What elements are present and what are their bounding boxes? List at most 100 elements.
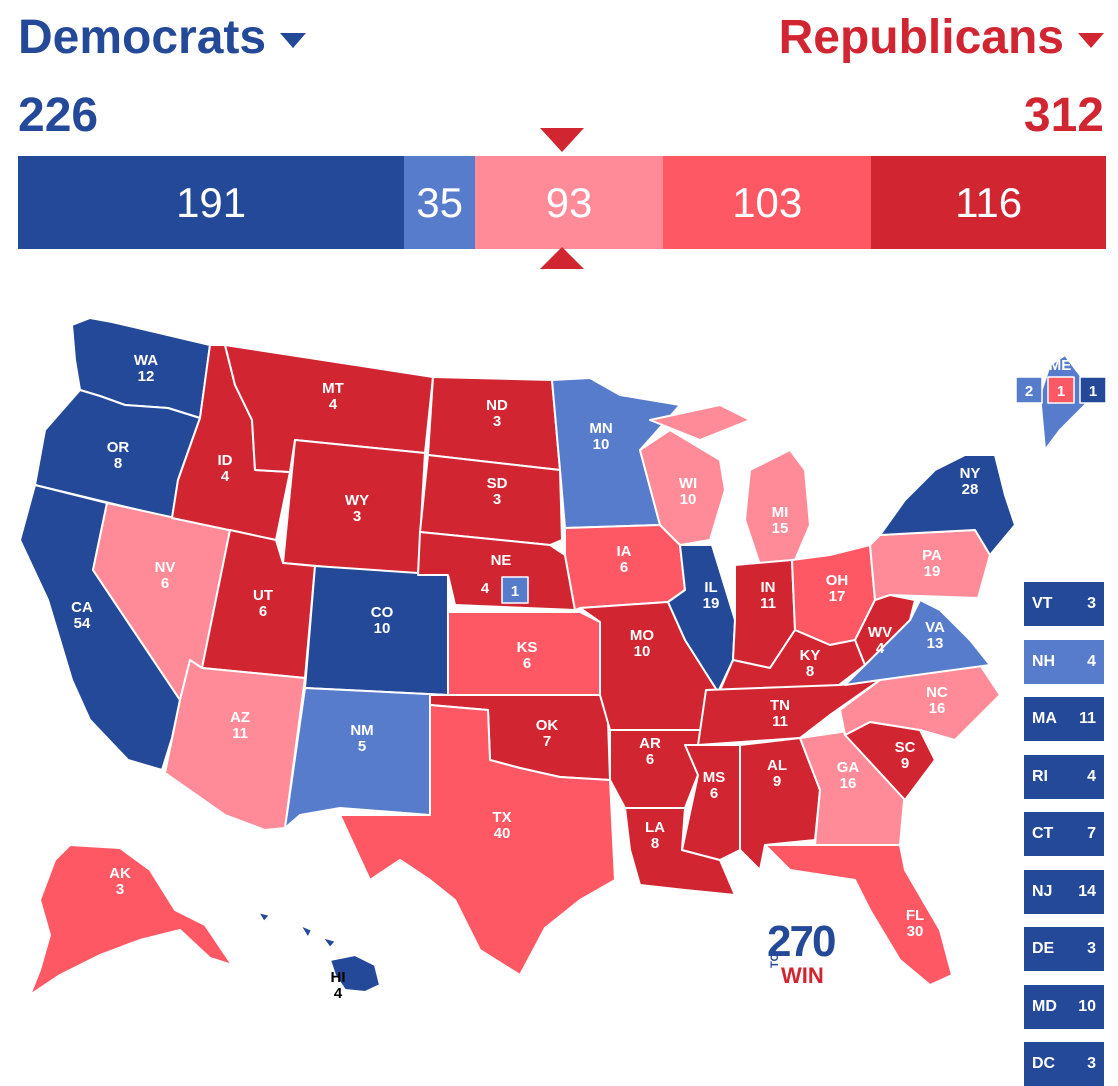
state-ev-al: 9 — [773, 773, 781, 790]
me-district-boxes[interactable]: 2 1 1 — [1015, 376, 1107, 404]
sidebar-state-ma[interactable]: MA 11 — [1024, 697, 1104, 741]
democrats-label: Democrats — [18, 11, 267, 64]
state-ne[interactable] — [417, 531, 576, 611]
democrats-dropdown[interactable]: Democrats — [18, 10, 307, 66]
state-az[interactable] — [164, 659, 306, 831]
state-ak[interactable] — [29, 844, 233, 996]
state-wi[interactable] — [639, 429, 726, 546]
state-mt[interactable] — [224, 344, 434, 473]
state-label-az: AZ — [230, 709, 250, 726]
sidebar-state-ev: 11 — [1079, 710, 1096, 727]
ne-district-box[interactable]: 1 — [501, 576, 529, 604]
me-district-2-label: 2 — [1025, 383, 1033, 400]
state-ev-nc: 16 — [929, 700, 946, 717]
state-label-la: LA — [645, 819, 665, 836]
state-ev-mt: 4 — [329, 396, 338, 413]
state-label-nm: NM — [350, 722, 373, 739]
chevron-down-icon — [1078, 32, 1104, 48]
state-ev-nm: 5 — [358, 738, 366, 755]
logo-number: 270 — [767, 917, 836, 966]
me-district-1-label: 1 — [1057, 383, 1065, 400]
sidebar-state-ev: 10 — [1078, 997, 1096, 1015]
republicans-dropdown[interactable]: Republicans — [779, 10, 1104, 66]
state-tx[interactable] — [339, 704, 616, 976]
sidebar-state-ev: 3 — [1087, 940, 1096, 957]
state-label-il: IL — [704, 579, 717, 596]
bar-segment-likely-r[interactable]: 103 — [663, 156, 872, 249]
state-ev-la: 8 — [651, 835, 659, 852]
state-label-ok: OK — [536, 717, 559, 734]
republicans-total: 312 — [1023, 89, 1104, 142]
270-marker-top-icon — [540, 128, 584, 152]
bar-segment-safe-r[interactable]: 116 — [871, 156, 1106, 249]
state-label-me: ME — [1049, 357, 1072, 374]
state-label-or: OR — [107, 439, 130, 456]
bar-segment-lean-r[interactable]: 93 — [475, 156, 664, 249]
state-label-ak: AK — [109, 865, 131, 882]
sidebar-state-abbr: MA — [1032, 710, 1057, 727]
270-marker-bottom-icon — [540, 247, 584, 269]
sidebar-state-ev: 3 — [1087, 1055, 1096, 1072]
state-label-mt: MT — [322, 380, 344, 397]
state-ev-ia: 6 — [620, 559, 628, 576]
state-la[interactable] — [624, 807, 736, 896]
state-sd[interactable] — [419, 454, 563, 546]
bar-segment-likely-d[interactable]: 35 — [404, 156, 476, 249]
sidebar-state-dc[interactable]: DC 3 — [1024, 1042, 1104, 1086]
state-ev-mo: 10 — [634, 643, 651, 660]
state-label-ne: NE — [491, 552, 512, 569]
sidebar-state-ct[interactable]: CT 7 — [1024, 812, 1104, 856]
logo-to: TO — [769, 952, 781, 968]
sidebar-state-ri[interactable]: RI 4 — [1024, 754, 1104, 799]
state-label-wa: WA — [134, 352, 158, 369]
state-fl[interactable] — [764, 844, 953, 986]
state-ev-ut: 6 — [259, 603, 267, 620]
state-label-fl: FL — [906, 907, 924, 924]
sidebar-state-abbr: DE — [1032, 940, 1055, 957]
sidebar-state-abbr: MD — [1032, 997, 1057, 1015]
sidebar-state-de[interactable]: DE 3 — [1024, 927, 1104, 971]
state-ev-mi: 15 — [772, 520, 789, 537]
state-label-in: IN — [761, 579, 776, 596]
electoral-vote-bar: 191 35 93 103 116 — [18, 156, 1106, 249]
sidebar-state-ev: 4 — [1087, 767, 1096, 785]
sidebar-state-vt[interactable]: VT 3 — [1024, 582, 1104, 626]
state-label-wi: WI — [679, 475, 697, 492]
state-nm[interactable] — [284, 687, 449, 829]
state-label-id: ID — [218, 452, 233, 469]
state-ev-tx: 40 — [494, 825, 511, 842]
state-ev-az: 11 — [232, 725, 248, 742]
state-label-mo: MO — [630, 627, 654, 644]
sidebar-state-ev: 3 — [1087, 595, 1096, 612]
sidebar-state-nj[interactable]: NJ 14 — [1024, 869, 1104, 914]
state-label-tx: TX — [492, 809, 511, 826]
me-district-at-large-label: 1 — [1089, 383, 1097, 400]
state-ev-hi: 4 — [334, 985, 343, 1002]
state-ny[interactable] — [879, 454, 1016, 556]
state-label-hi: HI — [331, 969, 346, 986]
state-label-tn: TN — [770, 697, 790, 714]
state-hi[interactable] — [257, 911, 381, 993]
state-ev-ky: 8 — [806, 663, 814, 680]
state-label-ar: AR — [639, 735, 661, 752]
sidebar-state-md[interactable]: MD 10 — [1024, 984, 1104, 1029]
state-label-nv: NV — [155, 559, 176, 576]
state-label-wv: WV — [868, 624, 892, 641]
state-label-ms: MS — [703, 769, 726, 786]
state-label-ca: CA — [71, 599, 93, 616]
state-ev-ks: 6 — [523, 655, 531, 672]
bar-segment-safe-d[interactable]: 191 — [18, 156, 405, 249]
state-ev-oh: 17 — [829, 588, 846, 605]
state-ev-id: 4 — [221, 468, 230, 485]
270towin-logo: 270 TO WIN — [767, 917, 839, 988]
state-label-sd: SD — [487, 475, 508, 492]
state-label-ga: GA — [837, 759, 860, 776]
ne-district-label: 1 — [511, 583, 519, 600]
sidebar-state-nh[interactable]: NH 4 — [1024, 639, 1104, 684]
state-ev-pa: 19 — [924, 563, 941, 580]
state-mi[interactable] — [649, 404, 811, 566]
state-label-ia: IA — [617, 543, 632, 560]
state-ev-sd: 3 — [493, 491, 501, 508]
state-ev-va: 13 — [927, 635, 944, 652]
